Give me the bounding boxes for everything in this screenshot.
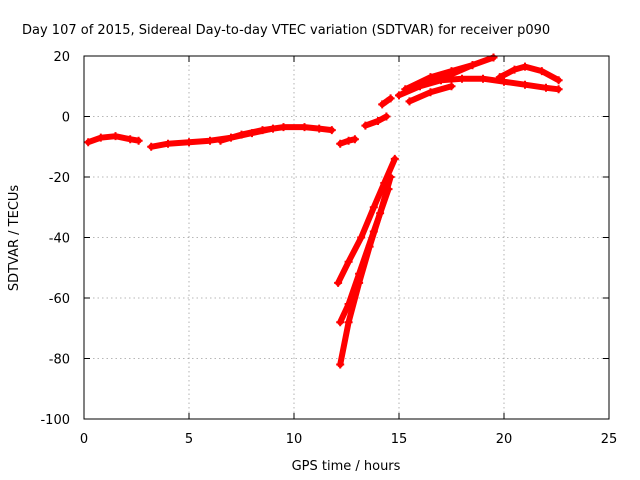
y-tick-label: -40 <box>49 232 70 247</box>
data-point <box>384 185 393 194</box>
data-point <box>426 76 435 85</box>
data-point <box>386 94 395 103</box>
data-point <box>336 318 345 327</box>
data-point <box>126 135 135 144</box>
data-point <box>258 126 267 135</box>
series-track-13 <box>496 63 562 84</box>
data-point <box>279 123 288 132</box>
y-axis-label: SDTVAR / TECUs <box>7 185 22 292</box>
data-point <box>537 67 546 76</box>
data-point <box>510 65 519 74</box>
x-tick-label: 10 <box>286 432 303 447</box>
data-point <box>495 73 504 82</box>
y-tick-label: -60 <box>49 292 70 307</box>
data-point <box>355 269 364 278</box>
data-point <box>382 112 391 121</box>
x-tick-label: 15 <box>391 432 408 447</box>
series-track-7 <box>335 155 398 286</box>
data-point <box>542 83 550 92</box>
data-point <box>361 121 370 130</box>
data-point <box>521 62 529 71</box>
data-point <box>369 203 378 212</box>
data-point <box>447 82 456 91</box>
data-point <box>237 130 246 139</box>
data-point <box>521 80 529 89</box>
data-point <box>327 126 336 135</box>
x-tick-label: 0 <box>80 432 88 447</box>
data-point <box>334 278 343 287</box>
data-point <box>390 154 399 163</box>
series-layer <box>84 53 563 369</box>
data-point <box>426 88 435 97</box>
x-tick-label: 25 <box>601 432 618 447</box>
data-point <box>500 77 508 86</box>
data-point <box>554 85 563 94</box>
y-tick-label: 20 <box>53 50 70 65</box>
data-point <box>84 138 93 147</box>
data-point <box>344 136 353 145</box>
grid <box>84 56 609 419</box>
data-point <box>458 74 466 83</box>
x-tick-label: 20 <box>496 432 513 447</box>
data-point <box>401 85 410 94</box>
data-point <box>369 227 378 236</box>
data-point <box>554 76 563 85</box>
y-tick-label: -100 <box>40 413 70 428</box>
data-point <box>479 74 487 83</box>
series-track-9 <box>337 186 392 326</box>
data-point <box>378 100 387 109</box>
y-tick-label: -20 <box>49 171 70 186</box>
data-point <box>386 173 395 181</box>
data-point <box>185 138 193 147</box>
data-point <box>405 97 414 106</box>
data-point <box>315 124 324 133</box>
data-point <box>468 61 477 70</box>
x-axis-label: GPS time / hours <box>292 459 401 474</box>
data-point <box>206 136 214 145</box>
data-point <box>344 257 353 266</box>
y-tick-label: -80 <box>49 353 70 368</box>
data-point <box>216 136 225 145</box>
ticks <box>83 55 610 420</box>
data-point <box>134 136 143 145</box>
data-point <box>374 117 382 126</box>
data-point <box>336 360 345 369</box>
data-point <box>447 70 456 79</box>
y-tick-label: 0 <box>62 111 70 126</box>
x-tick-label: 5 <box>185 432 193 447</box>
data-point <box>96 133 105 142</box>
data-point <box>300 123 309 132</box>
data-point <box>111 132 120 141</box>
data-point <box>344 318 353 327</box>
tick-labels: 0 5 10 15 20 25 -100 -80 -60 -40 -20 0 20 <box>40 50 617 447</box>
data-point <box>489 53 498 62</box>
data-point <box>147 142 156 151</box>
data-point <box>395 91 403 100</box>
data-point <box>350 135 359 144</box>
data-point <box>164 139 172 148</box>
series-track-12 <box>427 54 497 84</box>
data-point <box>357 233 366 242</box>
series-track-3 <box>217 124 335 144</box>
data-point <box>336 139 345 148</box>
chart-title: Day 107 of 2015, Sidereal Day-to-day VTE… <box>22 23 550 38</box>
data-point <box>344 300 353 309</box>
